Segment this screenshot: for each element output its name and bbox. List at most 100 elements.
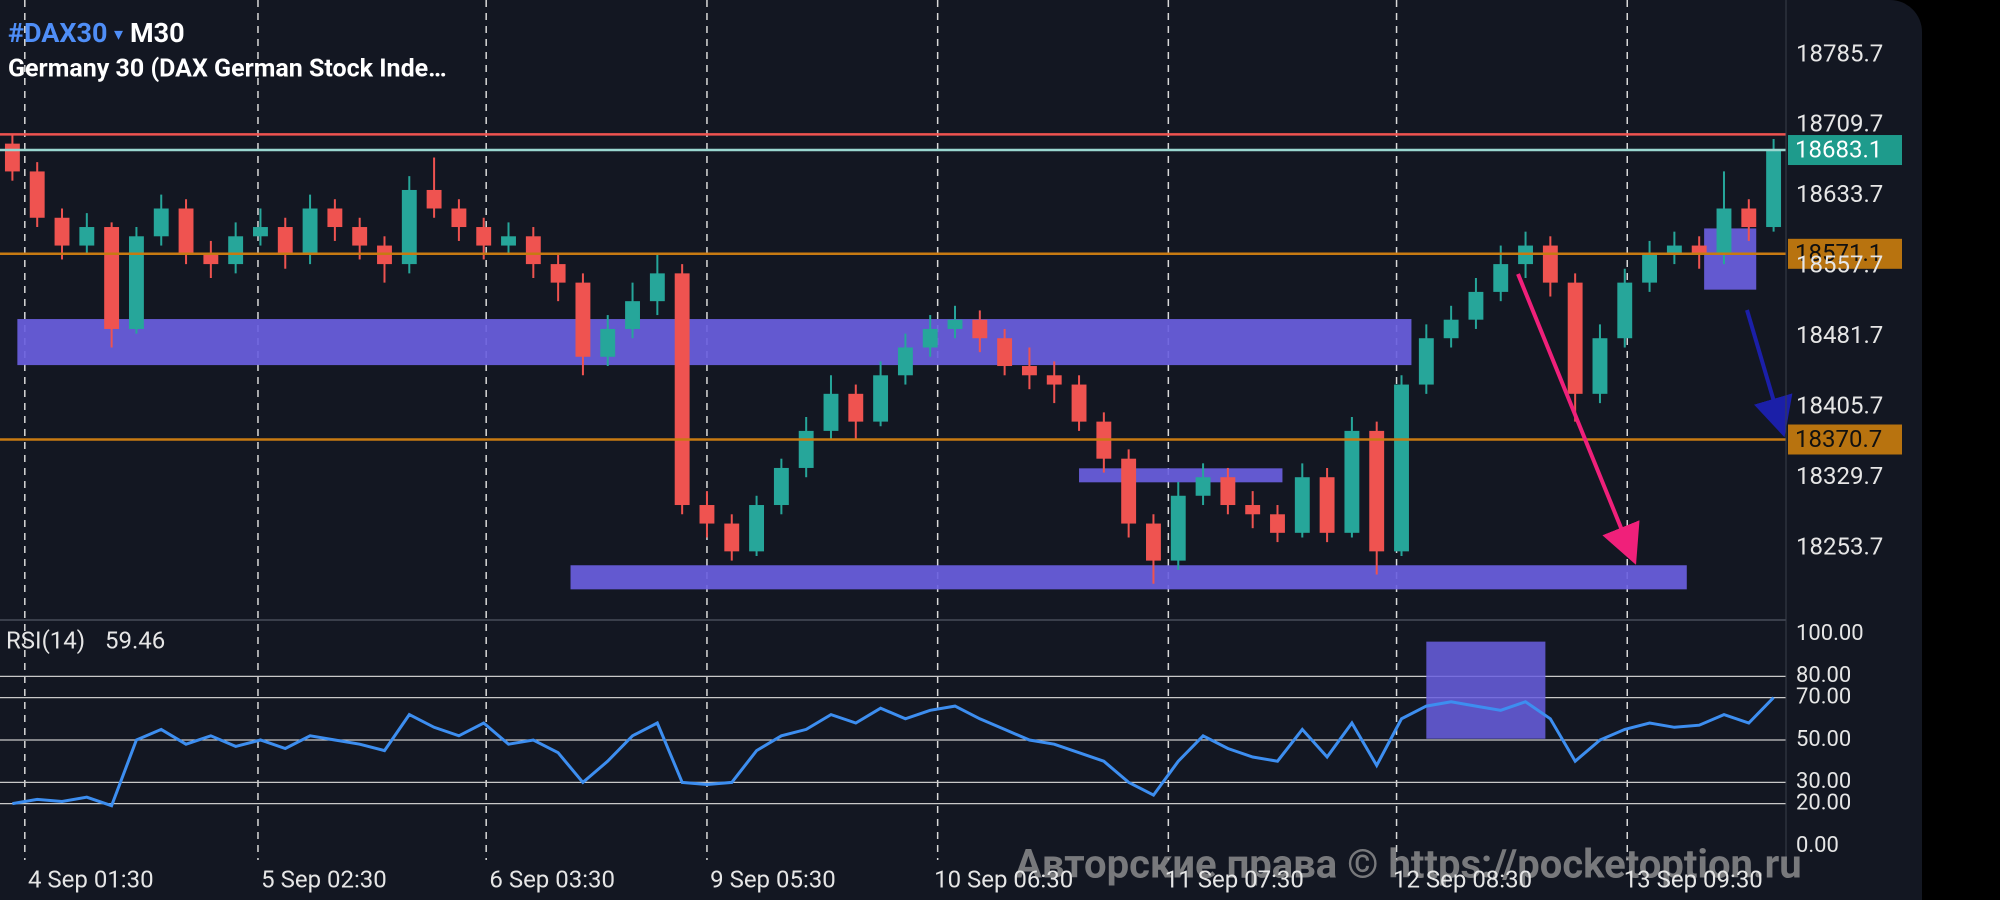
candle-body: [1319, 477, 1335, 533]
candle-body: [600, 328, 616, 357]
candle-body: [302, 208, 318, 255]
candle-body: [178, 208, 194, 255]
rsi-tick-label: 80.00: [1796, 663, 1851, 688]
candle-body: [1691, 245, 1707, 255]
candle-body: [1443, 319, 1459, 339]
candle-body: [54, 217, 70, 246]
y-tick-label: 18557.7: [1796, 251, 1883, 279]
candle-body: [4, 143, 20, 172]
watermark: Авторские права © https://pocketoption.r…: [1015, 841, 1802, 888]
candle-body: [1716, 208, 1732, 255]
candle-body: [1195, 477, 1211, 496]
candle-body: [1617, 282, 1633, 339]
candle-body: [29, 171, 45, 218]
y-tick-label: 18405.7: [1796, 391, 1883, 419]
trend-arrow: [1516, 273, 1640, 565]
y-tick-label: 18633.7: [1796, 180, 1883, 208]
indicator-name: RSI(14): [6, 626, 85, 654]
instrument-name: Germany 30 (DAX German Stock Inde…: [8, 55, 447, 84]
price-tag: [1788, 135, 1902, 166]
y-tick-label: 18709.7: [1796, 110, 1883, 138]
zone: [17, 319, 1412, 366]
indicator-value: 59.46: [105, 626, 165, 654]
symbol-dropdown[interactable]: ▾: [114, 24, 123, 45]
candle-body: [1146, 523, 1161, 561]
candle-body: [1741, 208, 1757, 228]
x-tick-label: 9 Sep 05:30: [710, 865, 836, 893]
candle-body: [947, 319, 963, 329]
candle-body: [972, 319, 988, 339]
price-tag-label: 18571.1: [1795, 239, 1882, 267]
candle-body: [1468, 291, 1484, 320]
price-tag: [1788, 238, 1902, 269]
candle-body: [277, 227, 293, 255]
candle-body: [1294, 477, 1310, 533]
candle-body: [128, 236, 144, 329]
candle-body: [873, 375, 889, 422]
y-tick-label: 18481.7: [1796, 321, 1883, 349]
y-tick-label: 18329.7: [1796, 462, 1883, 490]
candle-body: [997, 338, 1013, 367]
x-tick-label: 11 Sep 07:30: [1165, 865, 1304, 893]
candle-body: [823, 393, 839, 431]
zone: [1426, 641, 1546, 739]
x-tick-label: 5 Sep 02:30: [261, 865, 387, 893]
candle-body: [104, 227, 120, 329]
rsi-tick-label: 30.00: [1796, 769, 1851, 794]
candle-body: [1493, 264, 1509, 292]
x-tick-label: 6 Sep 03:30: [489, 865, 615, 893]
candle-body: [476, 227, 492, 246]
candle-body: [1592, 338, 1608, 394]
candle-body: [1245, 505, 1261, 515]
candle-body: [1071, 384, 1087, 422]
candle-body: [1766, 150, 1782, 228]
candle-body: [848, 393, 864, 422]
candle-body: [1220, 477, 1236, 506]
candle-body: [352, 227, 368, 246]
rsi-tick-label: 0.00: [1796, 833, 1839, 858]
candle-body: [724, 523, 740, 552]
candle-body: [327, 208, 343, 228]
candle-body: [1021, 366, 1037, 376]
price-tag-label: 18370.7: [1795, 425, 1882, 453]
x-tick-label: 13 Sep 09:30: [1624, 865, 1763, 893]
candle-body: [749, 505, 765, 552]
candle-body: [1542, 245, 1558, 283]
candle-body: [525, 236, 541, 265]
candle-body: [401, 189, 417, 265]
price-tag-label: 18683.1: [1795, 135, 1882, 163]
candle-body: [674, 273, 690, 506]
candle-body: [203, 254, 219, 265]
rsi-tick-label: 50.00: [1796, 727, 1851, 752]
timeframe[interactable]: M30: [130, 17, 185, 49]
candle-body: [1642, 254, 1658, 283]
candle-body: [1567, 282, 1583, 394]
y-tick-label: 18253.7: [1796, 532, 1883, 560]
candle-body: [1369, 430, 1385, 552]
candle-body: [1046, 375, 1062, 385]
candle-body: [1344, 430, 1360, 533]
candle-body: [1394, 384, 1409, 552]
candle-body: [575, 282, 591, 357]
candle-body: [1666, 245, 1682, 255]
candle-body: [426, 189, 442, 209]
price-tag: [1788, 424, 1902, 455]
symbol[interactable]: #DAX30: [8, 17, 108, 49]
candle-body: [1170, 495, 1186, 561]
candle-body: [625, 301, 640, 329]
x-tick-label: 12 Sep 08:30: [1393, 865, 1532, 893]
trend-arrow: [1745, 309, 1793, 438]
rsi-tick-label: 20.00: [1796, 790, 1851, 815]
candle-body: [649, 273, 665, 302]
candle-body: [1270, 514, 1285, 533]
x-tick-label: 10 Sep 06:30: [934, 865, 1073, 893]
x-tick-label: 4 Sep 01:30: [28, 865, 154, 893]
zone: [1079, 468, 1283, 483]
candle-body: [798, 430, 814, 468]
candle-body: [1121, 458, 1137, 524]
candle-body: [451, 208, 467, 228]
candle-body: [897, 347, 913, 376]
candle-body: [79, 227, 95, 246]
candle-body: [253, 227, 268, 237]
